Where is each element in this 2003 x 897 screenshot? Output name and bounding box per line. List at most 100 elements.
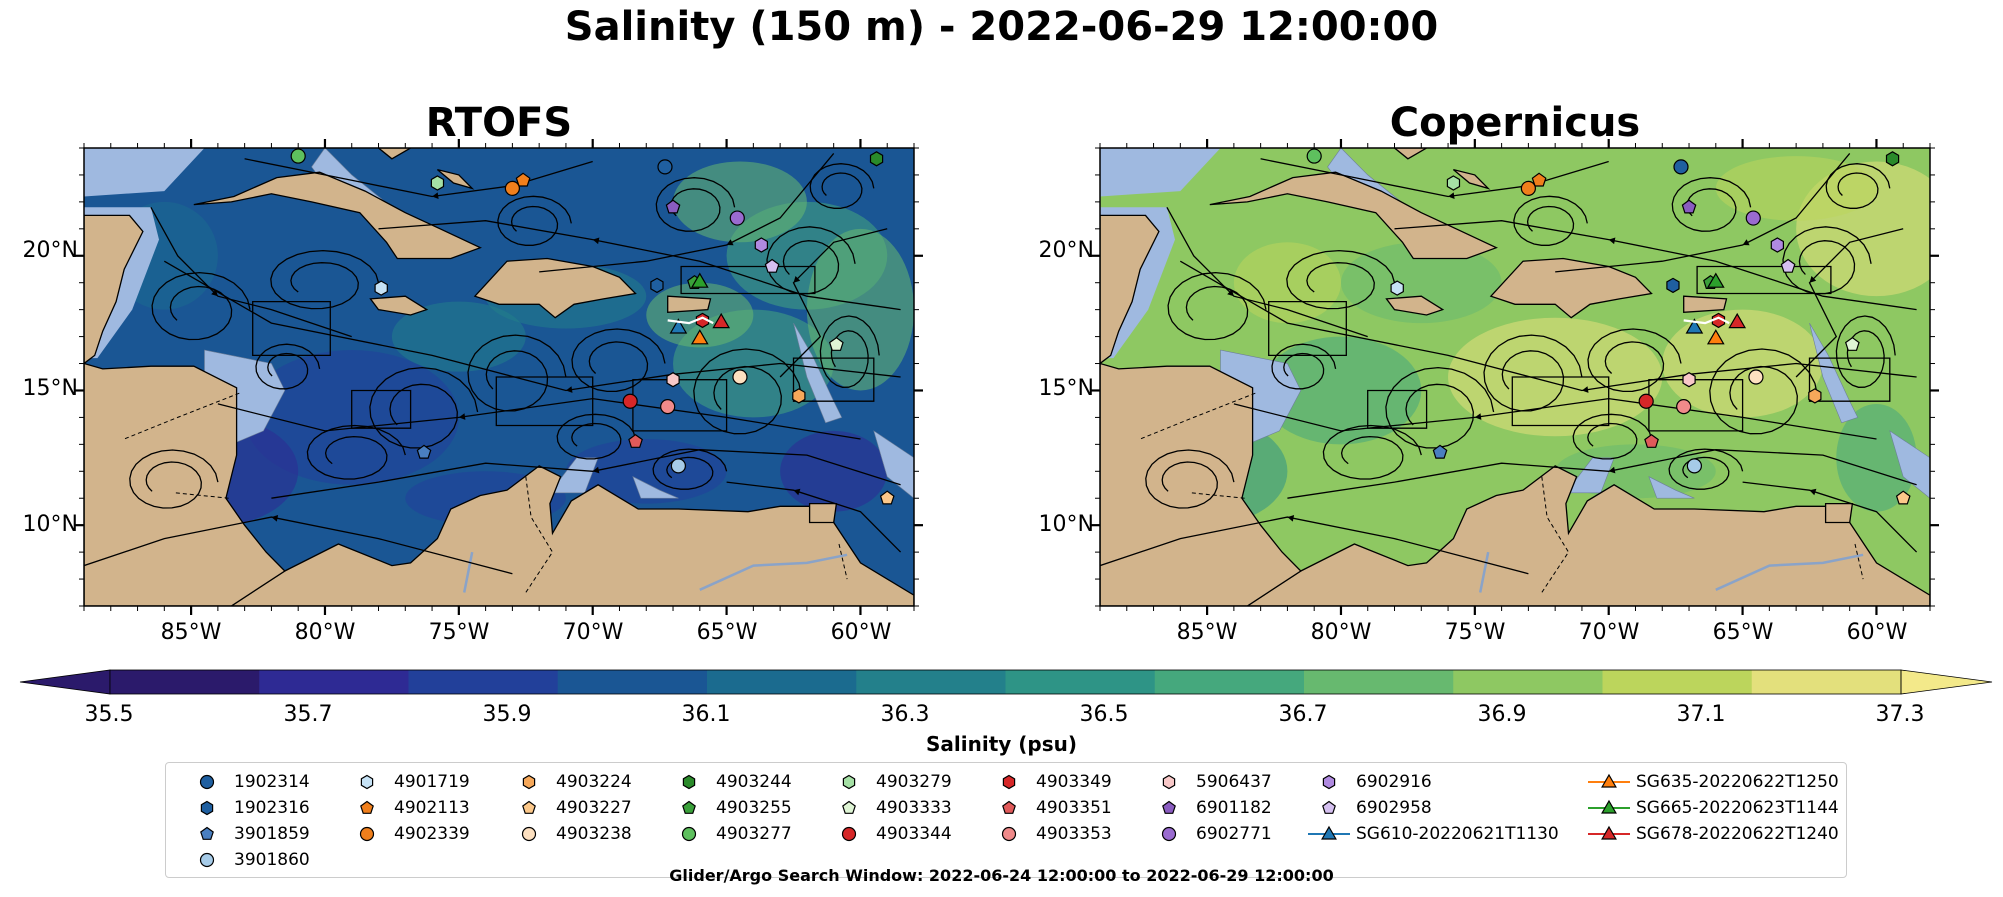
marker-4903353 — [660, 399, 676, 415]
lat-tick-label: 20°N — [1038, 238, 1094, 263]
legend-label: 4903353 — [1036, 824, 1112, 844]
colorbar-extend-low — [19, 669, 111, 695]
marker-4902113 — [1531, 172, 1547, 187]
legend-label: 4903333 — [876, 798, 952, 818]
legend-label: 4901719 — [394, 772, 470, 792]
lat-tick-label: 15°N — [22, 376, 78, 401]
marker-SG610-20220621T1130 — [1685, 318, 1704, 334]
marker-3901860 — [1686, 458, 1702, 474]
land-bahamas1 — [1393, 148, 1428, 160]
lon-tick-label: 65°W — [696, 620, 758, 645]
observation-markers — [290, 148, 895, 505]
legend-label: 4903279 — [876, 772, 952, 792]
legend-marker-icon — [1161, 826, 1177, 842]
lon-tick-label: 85°W — [1176, 620, 1238, 645]
legend-marker-icon — [1588, 773, 1630, 788]
legend-marker-icon — [1002, 800, 1016, 814]
land-hispaniola — [473, 257, 637, 319]
marker-1902316 — [1666, 277, 1680, 294]
river — [1715, 553, 1864, 591]
legend-marker-icon — [682, 774, 696, 790]
map-frame — [83, 147, 915, 607]
land-trinidad — [808, 502, 838, 524]
lat-tick-label: 10°N — [1038, 512, 1094, 537]
marker-6902958 — [764, 258, 780, 273]
marker-5906437 — [1682, 372, 1696, 388]
legend-marker-icon — [1162, 774, 1176, 790]
legend-label: 1902316 — [234, 798, 310, 818]
marker-3901859 — [1432, 444, 1448, 459]
colorbar — [19, 669, 1993, 695]
legend-label: 6902916 — [1356, 772, 1432, 792]
marker-4903244 — [1885, 151, 1900, 167]
legend-marker-icon — [1308, 825, 1350, 840]
land-hispaniola — [1489, 257, 1653, 319]
border — [1541, 476, 1570, 593]
lat-tick-label: 15°N — [1038, 376, 1094, 401]
observation-markers — [1306, 148, 1911, 505]
legend-label: 4903344 — [876, 824, 952, 844]
figure-title: Salinity (150 m) - 2022-06-29 12:00:00 — [564, 4, 1439, 50]
lon-tick-label: 70°W — [562, 620, 624, 645]
colorbar-tick-label: 37.3 — [1875, 702, 1925, 727]
streamlines — [84, 152, 902, 575]
legend-label: 4902339 — [394, 824, 470, 844]
colorbar-segment — [259, 670, 410, 694]
legend-label: 4903277 — [716, 824, 792, 844]
lon-tick-label: 65°W — [1712, 620, 1774, 645]
legend-marker-icon — [681, 826, 697, 842]
legend-marker-icon — [1322, 774, 1336, 790]
legend-marker-icon — [360, 774, 374, 790]
marker-4903224 — [792, 388, 806, 404]
legend-marker-icon — [842, 774, 856, 790]
legend-marker-icon — [842, 800, 856, 814]
marker-6901182 — [665, 199, 681, 214]
colorbar-segment — [856, 670, 1007, 694]
legend-label: 4903244 — [716, 772, 792, 792]
colorbar-segment — [1751, 670, 1902, 694]
colorbar-tick-label: 36.7 — [1278, 702, 1328, 727]
legend-caption: Glider/Argo Search Window: 2022-06-24 12… — [669, 866, 1334, 885]
marker-SG665-20220623T1144 — [1706, 272, 1725, 288]
axis-ticks — [75, 139, 923, 615]
glider-track — [667, 316, 714, 325]
legend-label: 4903351 — [1036, 798, 1112, 818]
marker-1902314 — [657, 159, 673, 175]
legend-marker-icon — [199, 852, 215, 868]
legend-label: 3901860 — [234, 850, 310, 870]
legend-marker-icon — [199, 774, 215, 790]
marker-4903279 — [1446, 175, 1461, 191]
colorbar-tick-label: 35.9 — [482, 702, 532, 727]
marker-4903238 — [1748, 369, 1764, 385]
legend-marker-icon — [522, 774, 536, 790]
marker-4903353 — [1676, 399, 1692, 415]
legend-label: 4903255 — [716, 798, 792, 818]
legend-marker-icon — [360, 800, 374, 814]
marker-4902339 — [1520, 180, 1536, 197]
lon-tick-label: 75°W — [428, 620, 490, 645]
lat-tick-label: 10°N — [22, 512, 78, 537]
lon-tick-label: 60°W — [830, 620, 892, 645]
marker-6901182 — [1681, 199, 1697, 214]
lat-tick-label: 20°N — [22, 238, 78, 263]
colorbar-segment — [408, 670, 559, 694]
land-yucatan — [1100, 214, 1160, 365]
legend-marker-icon — [1162, 800, 1176, 814]
legend-label: 1902314 — [234, 772, 310, 792]
marker-4903224 — [1808, 388, 1822, 404]
axis-ticks — [1091, 139, 1939, 615]
marker-1902314 — [1673, 159, 1689, 175]
colorbar-tick-label: 36.1 — [681, 702, 731, 727]
colorbar-segment — [707, 670, 857, 694]
legend-marker-icon — [1322, 800, 1336, 814]
land-cuba — [1209, 171, 1498, 260]
marker-4902339 — [504, 180, 520, 197]
colorbar-tick-label: 36.9 — [1477, 702, 1527, 727]
land-puertoRico — [667, 295, 712, 313]
colorbar-label: Salinity (psu) — [925, 732, 1077, 756]
legend-label: 3901859 — [234, 824, 310, 844]
colorbar-tick-label: 35.7 — [283, 702, 333, 727]
land-yucatan — [84, 214, 144, 365]
marker-SG610-20220621T1130 — [669, 318, 688, 334]
marker-4903227 — [879, 490, 895, 505]
